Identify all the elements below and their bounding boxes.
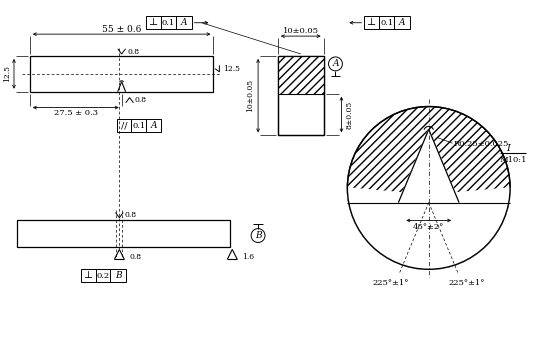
Text: 10±0.05: 10±0.05 [283, 27, 319, 35]
Bar [278, 56, 324, 94]
Text: 10±0.05: 10±0.05 [246, 79, 254, 112]
Bar [278, 56, 324, 135]
Text: A: A [399, 18, 405, 27]
Text: 0.2: 0.2 [96, 272, 110, 280]
Polygon shape [347, 188, 510, 269]
Bar [146, 16, 191, 29]
Text: 0.1: 0.1 [380, 19, 393, 27]
Text: 0.8: 0.8 [129, 253, 142, 261]
Text: 12.5: 12.5 [223, 65, 240, 73]
Text: 1.6: 1.6 [242, 253, 254, 261]
Polygon shape [398, 129, 459, 203]
Text: B: B [115, 271, 121, 280]
Text: 8±0.05: 8±0.05 [345, 100, 353, 129]
Bar [17, 220, 230, 247]
Text: 55 ± 0.6: 55 ± 0.6 [102, 25, 142, 34]
Text: ⊥: ⊥ [367, 18, 376, 27]
Bar [364, 16, 410, 29]
Text: A: A [151, 121, 157, 130]
Text: 0.8: 0.8 [135, 96, 147, 104]
Text: 12.5: 12.5 [3, 65, 11, 82]
Text: //: // [121, 121, 128, 130]
Text: ⊥: ⊥ [84, 271, 93, 280]
Text: R0.25±0.025: R0.25±0.025 [453, 140, 509, 148]
Text: 225°±1°: 225°±1° [448, 279, 485, 287]
Bar [30, 56, 213, 92]
Circle shape [347, 106, 510, 269]
Bar [81, 269, 125, 282]
Text: B: B [255, 231, 262, 240]
Text: 27.5 ± 0.3: 27.5 ± 0.3 [54, 109, 98, 116]
Bar [117, 120, 161, 132]
Text: 45°±2°: 45°±2° [413, 223, 444, 231]
Text: A: A [181, 18, 187, 27]
Text: 0.1: 0.1 [162, 19, 175, 27]
Text: M10:1: M10:1 [500, 156, 527, 164]
Text: 0.8: 0.8 [125, 211, 137, 219]
Text: A: A [332, 59, 339, 68]
Text: ⊥: ⊥ [149, 18, 158, 27]
Text: 0.1: 0.1 [132, 122, 145, 130]
Text: 0.8: 0.8 [127, 48, 139, 56]
Text: 225°±1°: 225°±1° [373, 279, 409, 287]
Bar [278, 56, 324, 135]
Text: I: I [506, 144, 510, 153]
